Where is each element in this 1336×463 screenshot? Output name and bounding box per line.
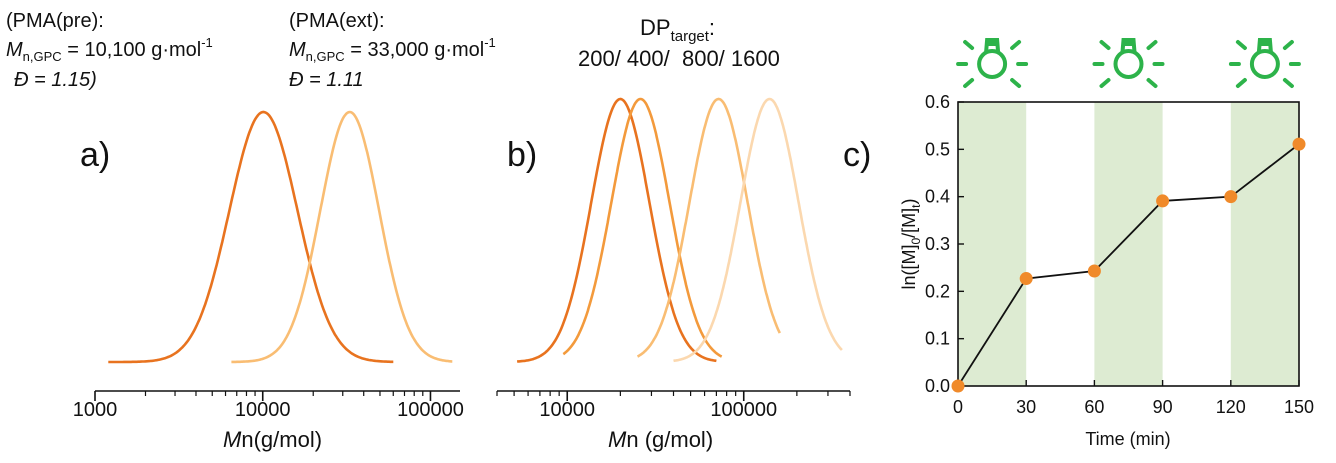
chart-c-ticks: 0 30 60 90 120 150 0.0 0.1 0.2 0.3 0.4 0.5 0.6 bbox=[925, 92, 1314, 417]
chart-b-curves bbox=[516, 97, 843, 363]
data-point bbox=[1156, 194, 1170, 208]
pre-title: (PMA(pre): bbox=[6, 10, 104, 32]
chart-c-y-label: ln([M]0/[M]t) bbox=[899, 198, 923, 289]
data-point bbox=[951, 379, 965, 393]
panel-label-c: c) bbox=[843, 136, 871, 174]
panel-label-b: b) bbox=[507, 136, 537, 174]
data-point bbox=[1224, 190, 1238, 204]
b-series-3 bbox=[636, 97, 781, 358]
ext-m-sub: n,GPC bbox=[306, 49, 345, 64]
a-tick-label: 10000 bbox=[235, 399, 291, 421]
c-y-tick-label: 0.6 bbox=[925, 92, 950, 112]
c-x-tick-label: 30 bbox=[1016, 397, 1036, 417]
a-series-2 bbox=[231, 110, 453, 364]
light-bulb-icon bbox=[956, 38, 1029, 88]
b-series-2 bbox=[562, 97, 723, 358]
dp-label-line: DPtarget: bbox=[640, 15, 715, 45]
dp-target-annotation: DPtarget: 200/ 400/ 800/ 1600 bbox=[578, 15, 780, 71]
c-y-tick-label: 0.1 bbox=[925, 329, 950, 349]
chart-b-x-label: Mn (g/mol) bbox=[608, 427, 713, 452]
gpc-chart-a: 1000 10000 100000 Mn(g/mol) bbox=[73, 110, 464, 452]
panel-label-a: a) bbox=[80, 136, 110, 174]
light-on-band bbox=[1094, 102, 1163, 386]
ext-title: (PMA(ext): bbox=[289, 10, 385, 32]
light-bulb-icon bbox=[1092, 38, 1165, 88]
b-tick-label: 10000 bbox=[539, 399, 595, 421]
dp-colon: : bbox=[709, 15, 715, 40]
c-y-tick-label: 0.5 bbox=[925, 139, 950, 159]
pre-mn-line: Mn,GPC = 10,100 g·mol-1 bbox=[6, 35, 213, 64]
kinetics-chart-c: 0 30 60 90 120 150 0.0 0.1 0.2 0.3 0.4 0.5 0.6 Time … bbox=[899, 38, 1314, 449]
c-x-tick-label: 90 bbox=[1153, 397, 1173, 417]
light-bulb-icon bbox=[1228, 38, 1301, 88]
c-y-tick-label: 0.3 bbox=[925, 234, 950, 254]
pre-m-symbol: M bbox=[6, 39, 23, 61]
ext-polymer-annotation: (PMA(ext): Mn,GPC = 33,000 g·mol-1 Đ = 1… bbox=[289, 10, 496, 91]
conversion-line bbox=[957, 143, 1300, 387]
data-point bbox=[1019, 272, 1033, 286]
c-y-tick-label: 0.0 bbox=[925, 376, 950, 396]
chart-c-series bbox=[951, 137, 1306, 393]
ext-m-value: = 33,000 g·mol bbox=[345, 39, 485, 61]
c-y-tick-label: 0.4 bbox=[925, 187, 950, 207]
b-series-4 bbox=[673, 97, 843, 363]
chart-b-ticks: 10000 100000 bbox=[496, 391, 851, 421]
ext-m-sup: -1 bbox=[484, 35, 496, 50]
ext-mn-line: Mn,GPC = 33,000 g·mol-1 bbox=[289, 35, 496, 64]
dp-sub: target bbox=[671, 28, 710, 45]
data-point bbox=[1087, 264, 1101, 278]
chart-a-curves bbox=[108, 110, 453, 364]
c-x-tick-label: 60 bbox=[1084, 397, 1104, 417]
a-tick-label: 100000 bbox=[397, 399, 464, 421]
pre-m-sup: -1 bbox=[201, 35, 213, 50]
dp-label: DP bbox=[640, 15, 671, 40]
pre-dispersity: Đ = 1.15) bbox=[14, 69, 97, 91]
pre-m-value: = 10,100 g·mol bbox=[62, 39, 202, 61]
chart-a-x-label: Mn(g/mol) bbox=[223, 427, 322, 452]
c-y-tick-label: 0.2 bbox=[925, 281, 950, 301]
c-x-tick-label: 120 bbox=[1216, 397, 1246, 417]
c-x-tick-label: 150 bbox=[1284, 397, 1314, 417]
a-tick-label: 1000 bbox=[73, 399, 118, 421]
light-on-band bbox=[958, 102, 1027, 386]
chart-c-bulbs bbox=[956, 38, 1301, 88]
pre-m-sub: n,GPC bbox=[23, 49, 62, 64]
a-series-1 bbox=[108, 110, 394, 364]
pre-polymer-annotation: (PMA(pre): Mn,GPC = 10,100 g·mol-1 Đ = 1… bbox=[6, 10, 213, 91]
ext-m-symbol: M bbox=[289, 39, 306, 61]
c-x-tick-label: 0 bbox=[953, 397, 963, 417]
chart-c-light-bands bbox=[958, 102, 1299, 386]
light-on-band bbox=[1230, 102, 1299, 386]
dp-values: 200/ 400/ 800/ 1600 bbox=[578, 46, 780, 71]
b-series-1 bbox=[516, 97, 717, 363]
chart-c-x-label: Time (min) bbox=[1085, 429, 1170, 449]
ext-dispersity: Đ = 1.11 bbox=[289, 69, 364, 91]
b-tick-label: 100000 bbox=[710, 399, 777, 421]
chart-a-ticks: 1000 10000 100000 bbox=[73, 391, 464, 421]
gpc-chart-b: 10000 100000 Mn (g/mol) bbox=[496, 97, 851, 452]
data-point bbox=[1292, 137, 1306, 151]
